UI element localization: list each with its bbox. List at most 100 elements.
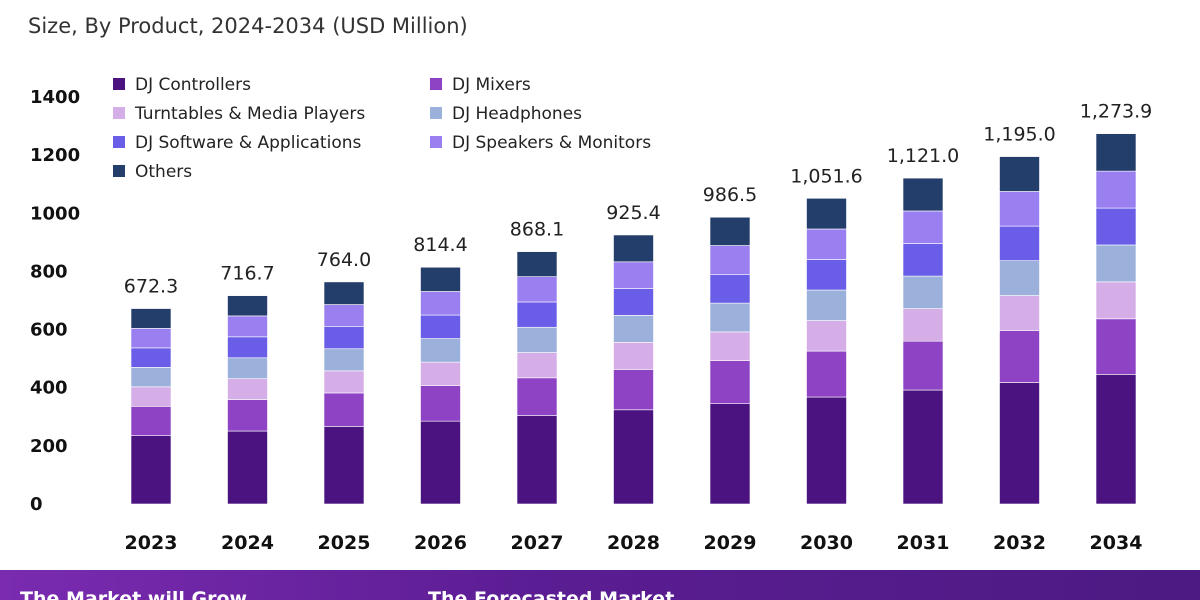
bar-stacks: 672.3 716.7 764.0 814.4 868.1 925.4 986.5 1,051… — [124, 101, 1152, 505]
bar-segment — [613, 288, 654, 316]
bar-total-label: 814.4 — [413, 234, 467, 256]
bar-segment — [613, 409, 654, 505]
bar-segment — [130, 347, 172, 368]
x-tick-label: 2025 — [318, 532, 371, 554]
bar-segment — [902, 389, 944, 505]
bar-segment — [420, 291, 461, 316]
banner-growth-text: The Market will Grow — [20, 588, 248, 600]
legend-swatch — [430, 78, 442, 90]
bar-segment — [999, 382, 1040, 505]
bar-segment — [613, 315, 654, 343]
bar-segment — [999, 330, 1040, 383]
bar-stack-2027: 868.1 — [510, 219, 564, 505]
bar-segment — [323, 281, 365, 305]
y-tick-label: 1400 — [30, 87, 80, 108]
bar-segment — [806, 350, 847, 398]
bar-segment — [709, 216, 751, 246]
y-tick-label: 800 — [30, 261, 68, 282]
bar-segment — [1095, 281, 1137, 320]
bar-stack-2032: 1,195.0 — [983, 124, 1056, 505]
bar-total-label: 1,195.0 — [983, 124, 1056, 146]
bar-segment — [516, 326, 558, 353]
bar-segment — [709, 360, 751, 405]
bar-segment — [323, 326, 365, 350]
bar-segment — [1095, 133, 1137, 172]
bar-segment — [1095, 207, 1137, 246]
bar-total-label: 672.3 — [124, 276, 178, 298]
bar-segment — [323, 348, 365, 372]
legend-item: Turntables & Media Players — [113, 104, 365, 124]
chart-subtitle: Size, By Product, 2024-2034 (USD Million… — [28, 14, 468, 38]
bar-segment — [516, 276, 558, 303]
bar-segment — [613, 342, 654, 370]
bar-total-label: 986.5 — [703, 184, 757, 206]
banner-forecast-text: The Forecasted Market — [428, 588, 675, 600]
x-axis: 2023 2024 2025 2026 2027 2028 2029 2030 2031 2032… — [125, 532, 1143, 554]
bar-segment — [709, 245, 751, 275]
bar-segment — [806, 289, 847, 321]
bar-total-label: 868.1 — [510, 219, 564, 241]
market-growth-banner: The Market will Grow The Forecasted Mark… — [0, 570, 1200, 600]
x-tick-label: 2031 — [897, 532, 950, 554]
bar-stack-2028: 925.4 — [606, 202, 661, 505]
legend-label: DJ Headphones — [452, 104, 582, 124]
bar-segment — [516, 301, 558, 328]
bar-segment — [613, 234, 654, 263]
bar-segment — [323, 426, 365, 505]
stacked-bar-chart: 0 200 400 600 800 1000 1200 1400 672.3 716.7 764.… — [30, 75, 1152, 554]
x-tick-label: 2026 — [414, 532, 467, 554]
y-tick-label: 1000 — [30, 203, 80, 224]
bar-segment — [227, 295, 268, 317]
bar-segment — [227, 430, 268, 505]
legend-swatch — [430, 107, 442, 119]
bar-segment — [902, 275, 944, 309]
bar-segment — [806, 228, 847, 260]
x-tick-label: 2034 — [1090, 532, 1143, 554]
legend-swatch — [113, 165, 125, 177]
bar-segment — [130, 367, 172, 388]
bar-total-label: 1,121.0 — [887, 145, 960, 167]
bar-segment — [130, 406, 172, 436]
legend-swatch — [113, 136, 125, 148]
legend-item: DJ Speakers & Monitors — [430, 133, 651, 153]
y-tick-label: 200 — [30, 436, 68, 457]
bar-segment — [806, 259, 847, 291]
legend-item: Others — [113, 162, 192, 182]
legend-item: DJ Headphones — [430, 104, 582, 124]
bar-segment — [420, 266, 461, 292]
bar-stack-2024: 716.7 — [220, 263, 275, 505]
legend-swatch — [113, 107, 125, 119]
bar-total-label: 1,051.6 — [790, 165, 863, 187]
legend-swatch — [430, 136, 442, 148]
bar-segment — [420, 338, 461, 363]
bar-segment — [323, 370, 365, 394]
bar-segment — [130, 386, 172, 407]
bar-segment — [806, 396, 847, 505]
y-tick-label: 1200 — [30, 145, 80, 166]
bar-segment — [420, 361, 461, 386]
bar-segment — [1095, 374, 1137, 505]
bar-segment — [806, 320, 847, 352]
bar-segment — [902, 210, 944, 244]
bar-stack-2025: 764.0 — [317, 249, 371, 505]
bar-segment — [227, 315, 268, 338]
bar-segment — [709, 274, 751, 304]
bar-stack-2030: 1,051.6 — [790, 165, 863, 505]
y-tick-label: 400 — [30, 378, 68, 399]
legend-swatch — [113, 78, 125, 90]
bar-stack-2031: 1,121.0 — [887, 145, 960, 505]
bar-segment — [130, 308, 172, 329]
bar-segment — [1095, 318, 1137, 375]
y-tick-label: 0 — [30, 494, 43, 515]
bar-stack-2026: 814.4 — [413, 234, 468, 505]
legend-label: DJ Mixers — [452, 75, 531, 95]
x-tick-label: 2032 — [993, 532, 1046, 554]
bar-segment — [1095, 244, 1137, 283]
bar-segment — [999, 295, 1040, 331]
y-axis: 0 200 400 600 800 1000 1200 1400 — [30, 87, 80, 515]
x-tick-label: 2028 — [607, 532, 660, 554]
legend-label: Turntables & Media Players — [134, 104, 365, 124]
bar-total-label: 925.4 — [606, 202, 660, 224]
bar-segment — [130, 328, 172, 349]
legend-item: DJ Mixers — [430, 75, 531, 95]
